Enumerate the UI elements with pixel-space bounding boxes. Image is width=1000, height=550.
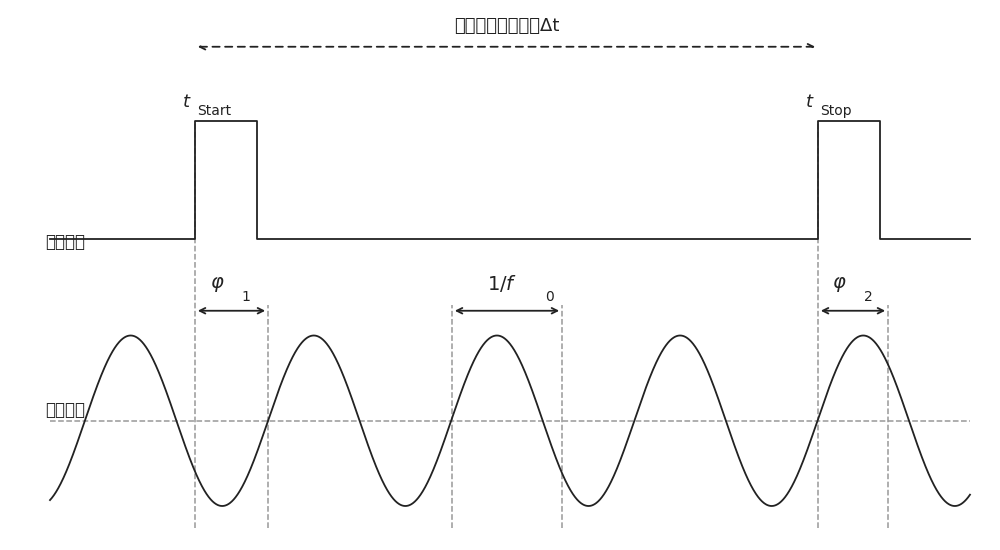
Text: 1: 1 xyxy=(242,290,251,304)
Text: 发射脉冲: 发射脉冲 xyxy=(45,233,85,251)
Text: $t$: $t$ xyxy=(182,93,192,111)
Text: 0: 0 xyxy=(545,290,554,304)
Text: 脉冲飞行时间间隔Δt: 脉冲飞行时间间隔Δt xyxy=(454,16,559,35)
Text: $\varphi$: $\varphi$ xyxy=(210,275,224,294)
Text: Start: Start xyxy=(197,104,231,118)
Text: $1/f$: $1/f$ xyxy=(487,273,517,294)
Text: 基准脉冲: 基准脉冲 xyxy=(45,401,85,419)
Text: Stop: Stop xyxy=(820,104,852,118)
Text: 2: 2 xyxy=(864,290,873,304)
Text: $t$: $t$ xyxy=(805,93,815,111)
Text: $\varphi$: $\varphi$ xyxy=(832,275,846,294)
